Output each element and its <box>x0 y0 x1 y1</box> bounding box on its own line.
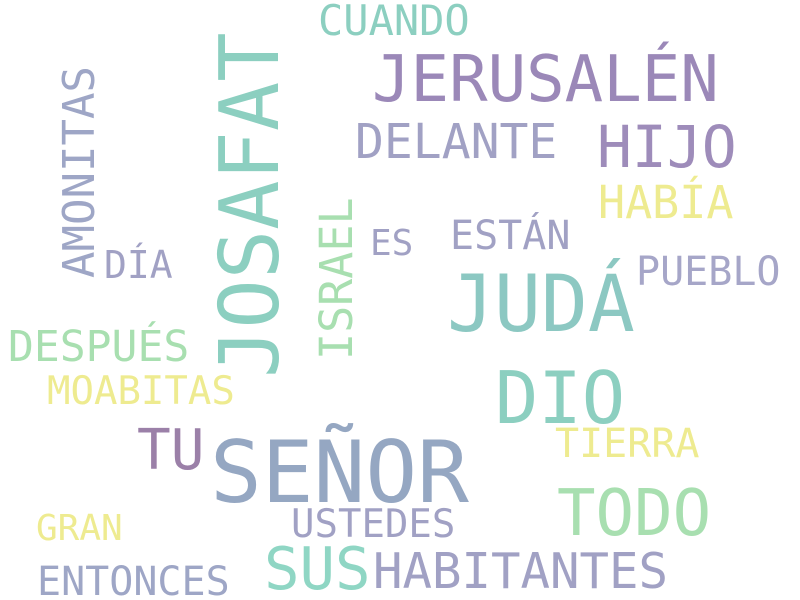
word-todo: TODO <box>557 477 712 551</box>
word-israel: ISRAEL <box>310 197 363 360</box>
word-jerusalen: JERUSALÉN <box>372 43 719 117</box>
word-ustedes: USTEDES <box>291 502 456 547</box>
word-sus: SUS <box>264 534 371 600</box>
word-gran: GRAN <box>36 508 123 549</box>
word-tierra: TIERRA <box>555 421 700 467</box>
word-juda: JUDÁ <box>447 260 635 350</box>
word-dia: DÍA <box>104 243 173 287</box>
word-habia: HABÍA <box>598 176 734 229</box>
word-hijo: HIJO <box>597 113 737 181</box>
word-dio: DIO <box>495 356 626 440</box>
word-amonitas: AMONITAS <box>54 66 105 278</box>
word-moabitas: MOABITAS <box>47 369 235 414</box>
word-pueblo: PUEBLO <box>636 249 781 295</box>
word-cuando: CUANDO <box>318 0 470 45</box>
word-entonces: ENTONCES <box>37 559 230 600</box>
word-habitantes: HABITANTES <box>373 543 669 600</box>
word-tu: TU <box>137 418 205 483</box>
word-josafat: JOSAFAT <box>203 32 298 378</box>
word-senor: SEÑOR <box>210 423 469 523</box>
word-estan: ESTÁN <box>450 213 571 259</box>
word-es: ES <box>370 223 414 264</box>
word-delante: DELANTE <box>355 114 558 170</box>
word-despues: DESPUÉS <box>8 322 190 372</box>
